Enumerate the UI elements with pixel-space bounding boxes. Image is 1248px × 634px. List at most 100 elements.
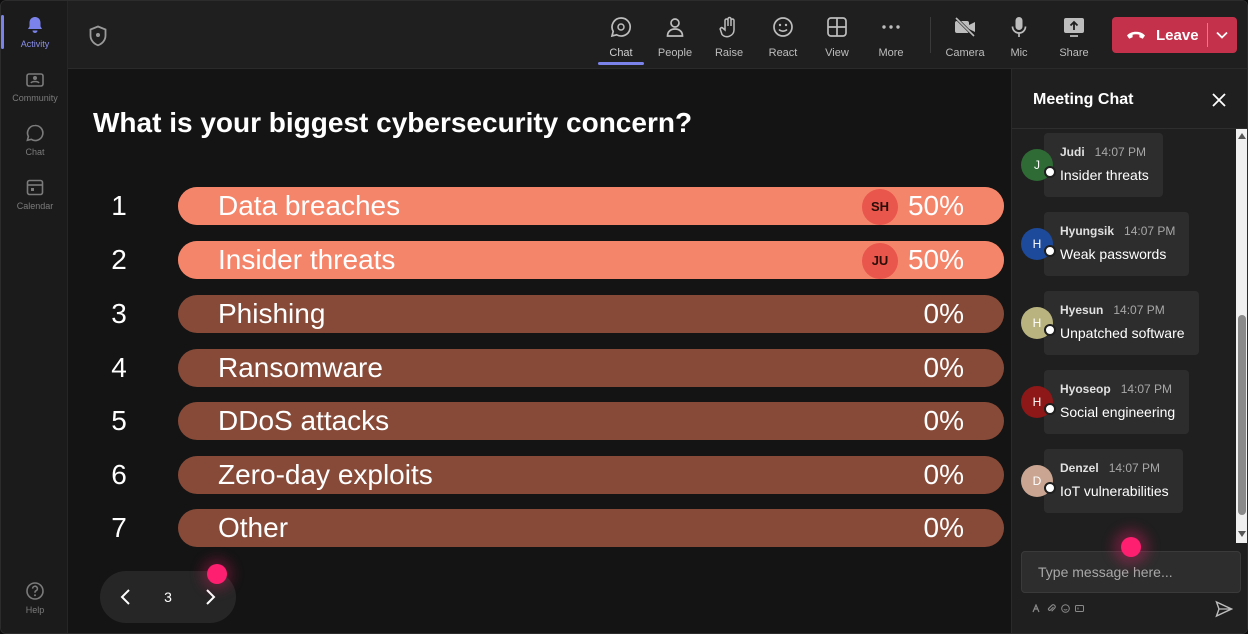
- react-button[interactable]: React: [758, 9, 808, 65]
- avatar[interactable]: H: [1021, 386, 1056, 418]
- chevron-down-icon[interactable]: [1215, 29, 1229, 41]
- chat-button[interactable]: Chat: [596, 9, 646, 65]
- poll-option: 3 Phishing 0%: [93, 295, 1013, 333]
- option-percent: 0%: [923, 352, 964, 383]
- message-text: IoT vulnerabilities: [1060, 483, 1169, 499]
- option-label: Ransomware: [218, 352, 383, 383]
- presence-dot: [1044, 245, 1056, 257]
- result-bar: Insider threats JU 50%: [178, 241, 1004, 279]
- presence-dot: [1044, 166, 1056, 178]
- message-list[interactable]: Judi 14:07 PM Insider threats J Hyungsik 14:0…: [1012, 129, 1234, 543]
- avatar[interactable]: D: [1021, 465, 1056, 497]
- rail-item-help[interactable]: Help: [5, 573, 65, 623]
- more-button-label: More: [878, 47, 904, 59]
- option-number: 3: [111, 298, 127, 329]
- poll-option: 5 DDoS attacks 0%: [93, 402, 1013, 440]
- rail-item-community[interactable]: Community: [5, 61, 65, 111]
- mic-button[interactable]: Mic: [994, 9, 1044, 65]
- send-icon[interactable]: [1215, 600, 1233, 618]
- poll-option: 6 Zero-day exploits 0%: [93, 456, 1013, 494]
- result-bar: Other 0%: [178, 509, 1004, 547]
- poll-option: 1 Data breaches SH 50%: [93, 187, 1013, 225]
- raise-hand-button[interactable]: Raise: [704, 9, 754, 65]
- share-button[interactable]: Share: [1049, 9, 1099, 65]
- message-bubble: Denzel 14:07 PM IoT vulnerabilities: [1044, 449, 1183, 513]
- presence-dot: [1044, 324, 1056, 336]
- sender-name: Hyesun: [1060, 303, 1104, 317]
- message-text: Weak passwords: [1060, 246, 1167, 262]
- rail-item-calendar[interactable]: Calendar: [5, 169, 65, 219]
- option-number: 5: [111, 405, 127, 436]
- page-number: 3: [164, 589, 172, 605]
- attach-icon[interactable]: [1047, 604, 1056, 613]
- chevron-right-icon[interactable]: [202, 587, 218, 607]
- rail-item-chat[interactable]: Chat: [5, 115, 65, 165]
- react-icon: [773, 17, 793, 37]
- chat-scrollbar[interactable]: [1236, 129, 1247, 543]
- avatar-initial: J: [1034, 158, 1040, 172]
- more-icon: [882, 25, 900, 29]
- option-percent: 0%: [923, 459, 964, 490]
- message-bubble: Hyungsik 14:07 PM Weak passwords: [1044, 212, 1190, 276]
- option-label: Phishing: [218, 298, 326, 329]
- leave-button[interactable]: Leave: [1112, 17, 1237, 53]
- presence-dot: [1044, 482, 1056, 494]
- message-input[interactable]: [1021, 551, 1241, 593]
- camera-button[interactable]: Camera: [940, 9, 990, 65]
- rail-item-activity[interactable]: Activity: [1, 7, 65, 57]
- sender-name: Hyungsik: [1060, 224, 1115, 238]
- rail-label: Activity: [20, 39, 50, 49]
- avatar[interactable]: H: [1021, 307, 1056, 339]
- message-time: 14:07 PM: [1108, 461, 1161, 475]
- avatar[interactable]: J: [1021, 149, 1056, 181]
- help-icon: [26, 582, 44, 600]
- result-bar: DDoS attacks 0%: [178, 402, 1004, 440]
- sender-name: Judi: [1060, 145, 1085, 159]
- poll-option: 2 Insider threats JU 50%: [93, 241, 1013, 279]
- option-percent: 50%: [907, 244, 964, 275]
- option-number: 2: [111, 244, 127, 275]
- result-bar: Zero-day exploits 0%: [178, 456, 1004, 494]
- calendar-icon: [26, 179, 44, 196]
- message-time: 14:07 PM: [1124, 224, 1176, 238]
- view-button[interactable]: View: [812, 9, 862, 65]
- avatar-initial: H: [1032, 237, 1042, 251]
- option-label: Other: [218, 512, 289, 543]
- rail-label: Calendar: [16, 201, 54, 211]
- rail-label: Help: [25, 605, 45, 615]
- view-button-label: View: [825, 47, 849, 59]
- meeting-chat-panel: Meeting Chat Judi 14:07 PM Insider threats…: [1011, 69, 1247, 633]
- share-button-label: Share: [1059, 47, 1089, 59]
- scroll-down-icon[interactable]: [1238, 531, 1246, 537]
- scrollbar-thumb[interactable]: [1238, 315, 1246, 515]
- message-bubble: Hyoseop 14:07 PM Social engineering: [1044, 370, 1190, 434]
- chevron-left-icon[interactable]: [118, 587, 134, 607]
- option-percent: 0%: [923, 512, 964, 543]
- avatar[interactable]: H: [1021, 228, 1056, 260]
- poll-question: What is your biggest cybersecurity conce…: [93, 107, 693, 138]
- option-percent: 50%: [907, 190, 964, 221]
- chat-header-divider: [1012, 128, 1247, 129]
- chat-bubble-icon: [26, 124, 44, 142]
- shield-icon[interactable]: [88, 25, 108, 47]
- bell-icon: [28, 17, 42, 33]
- close-icon[interactable]: [1210, 91, 1228, 109]
- rail-label: Community: [12, 93, 58, 103]
- scroll-up-icon[interactable]: [1238, 133, 1246, 139]
- message-time: 14:07 PM: [1113, 303, 1165, 317]
- avatar-initial: D: [1032, 474, 1042, 488]
- avatar-initial: H: [1032, 316, 1042, 330]
- message-time: 14:07 PM: [1120, 382, 1173, 396]
- people-button[interactable]: People: [650, 9, 700, 65]
- community-icon: [26, 73, 44, 87]
- result-bar: Phishing 0%: [178, 295, 1004, 333]
- more-button[interactable]: More: [866, 9, 916, 65]
- raise-hand-icon: [719, 16, 735, 38]
- format-icon[interactable]: [1032, 604, 1041, 613]
- pointer-indicator: [1121, 537, 1141, 557]
- chat-button-label: Chat: [609, 47, 633, 59]
- emoji-icon[interactable]: [1061, 604, 1070, 613]
- rail-label: Chat: [25, 147, 45, 157]
- gif-icon[interactable]: [1075, 604, 1084, 613]
- poll-option: 4 Ransomware 0%: [93, 349, 1013, 387]
